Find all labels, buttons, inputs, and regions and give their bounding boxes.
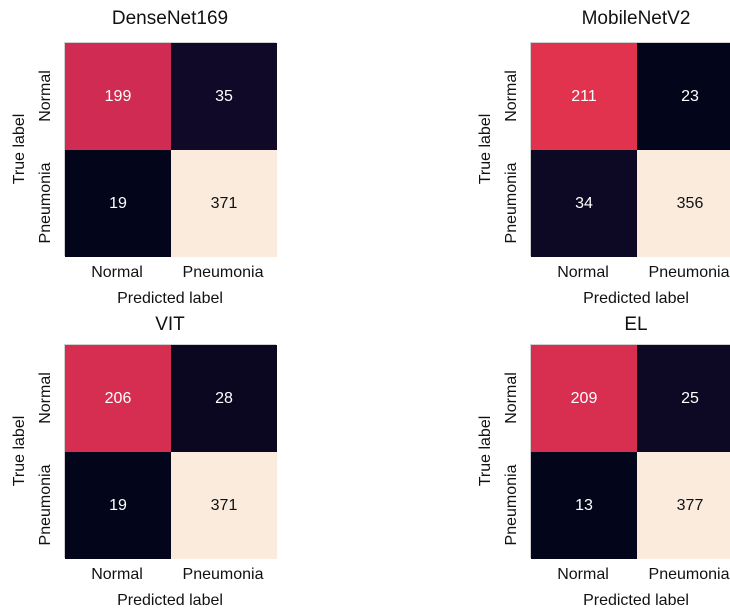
heatmap-cell: 371 <box>171 150 277 257</box>
chart-title: DenseNet169 <box>111 8 229 29</box>
heatmap-cell: 34 <box>531 150 637 257</box>
x-axis-label: Predicted label <box>117 592 223 609</box>
x-tick-label: Normal <box>557 566 609 583</box>
heatmap-cell: 371 <box>171 452 277 559</box>
x-axis-label: Predicted label <box>117 290 223 307</box>
heatmap-cell: 19 <box>65 150 171 257</box>
heatmap-cell: 28 <box>171 345 277 452</box>
y-tick-label: Normal <box>503 69 520 122</box>
heatmap-cell: 25 <box>637 345 730 452</box>
heatmap-cell: 206 <box>65 345 171 452</box>
x-tick-label: Normal <box>91 566 143 583</box>
heatmap-cell: 35 <box>171 43 277 150</box>
x-axis-label: Predicted label <box>583 290 689 307</box>
y-axis-label: True label <box>11 113 28 185</box>
y-tick-label: Normal <box>37 69 54 122</box>
y-tick-label: Pneumonia <box>503 464 520 545</box>
y-tick-label: Normal <box>37 371 54 424</box>
chart-title: VIT <box>155 314 185 335</box>
heatmap-grid: 206 28 19 371 <box>64 344 277 559</box>
x-tick-label: Pneumonia <box>182 264 264 281</box>
heatmap-cell: 209 <box>531 345 637 452</box>
heatmap-grid: 211 23 34 356 <box>530 42 730 257</box>
heatmap-grid: 209 25 13 377 <box>530 344 730 559</box>
y-axis-label: True label <box>477 113 494 185</box>
heatmap-cell: 199 <box>65 43 171 150</box>
chart-title: EL <box>624 314 648 335</box>
y-tick-label: Pneumonia <box>37 162 54 243</box>
x-tick-label: Pneumonia <box>182 566 264 583</box>
y-tick-label: Pneumonia <box>503 162 520 243</box>
heatmap-cell: 377 <box>637 452 730 559</box>
heatmap-cell: 211 <box>531 43 637 150</box>
heatmap-cell: 356 <box>637 150 730 257</box>
x-tick-label: Pneumonia <box>648 264 730 281</box>
x-tick-label: Pneumonia <box>648 566 730 583</box>
heatmap-grid: 199 35 19 371 <box>64 42 277 257</box>
x-axis-label: Predicted label <box>583 592 689 609</box>
y-axis-label: True label <box>11 415 28 487</box>
y-axis-label: True label <box>477 415 494 487</box>
x-tick-label: Normal <box>91 264 143 281</box>
x-tick-label: Normal <box>557 264 609 281</box>
heatmap-cell: 19 <box>65 452 171 559</box>
y-tick-label: Normal <box>503 371 520 424</box>
y-tick-label: Pneumonia <box>37 464 54 545</box>
heatmap-cell: 13 <box>531 452 637 559</box>
chart-title: MobileNetV2 <box>581 8 691 29</box>
heatmap-cell: 23 <box>637 43 730 150</box>
